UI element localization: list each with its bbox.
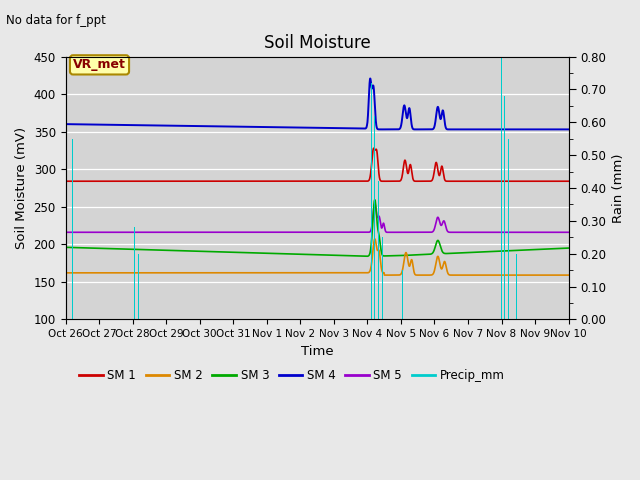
Bar [501,57,502,319]
Legend: SM 1, SM 2, SM 3, SM 4, SM 5, Precip_mm: SM 1, SM 2, SM 3, SM 4, SM 5, Precip_mm [74,365,509,387]
Bar [371,83,372,319]
Bar [138,254,139,319]
Y-axis label: Soil Moisture (mV): Soil Moisture (mV) [15,127,28,249]
Text: VR_met: VR_met [73,59,126,72]
X-axis label: Time: Time [301,345,333,358]
Bar [72,139,73,319]
Bar [367,57,369,319]
Bar [508,139,509,319]
Text: No data for f_ppt: No data for f_ppt [6,14,106,27]
Title: Soil Moisture: Soil Moisture [264,34,371,52]
Bar [374,116,375,319]
Bar [382,237,383,319]
Bar [516,254,517,319]
Y-axis label: Rain (mm): Rain (mm) [612,153,625,223]
Bar [504,96,506,319]
